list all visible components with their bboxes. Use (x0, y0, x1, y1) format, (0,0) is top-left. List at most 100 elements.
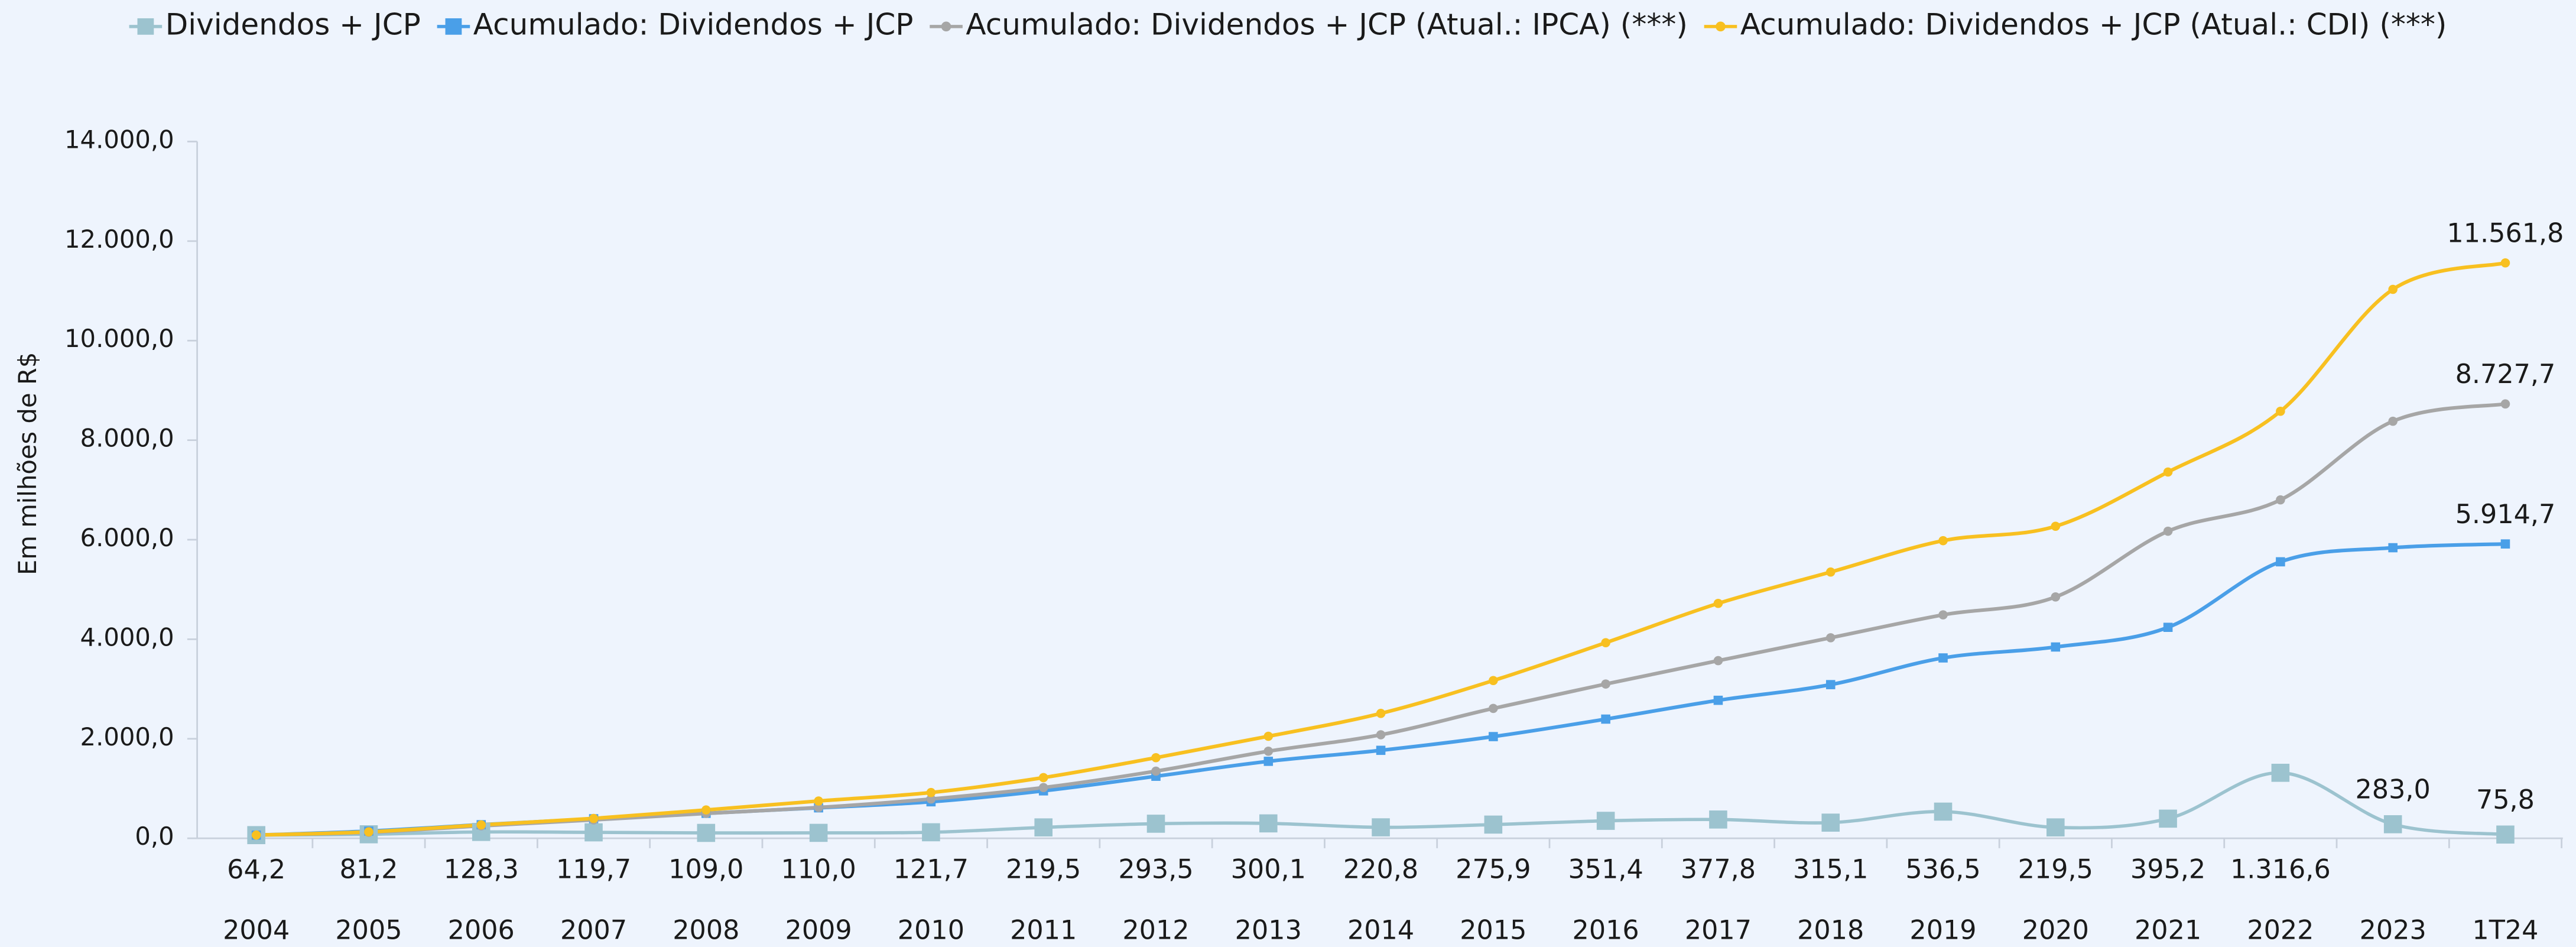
data-point (1713, 598, 1723, 608)
data-label: 395,2 (2130, 855, 2205, 885)
data-point (2276, 406, 2285, 416)
data-point (589, 813, 599, 823)
data-point (2388, 416, 2398, 426)
x-tick-label: 2013 (1235, 916, 1302, 946)
y-tick-label: 2.000,0 (80, 722, 174, 751)
legend-label: Acumulado: Dividendos + JCP (473, 7, 914, 41)
data-point (1938, 610, 1948, 620)
x-tick-label: 2004 (223, 916, 290, 946)
data-label: 121,7 (894, 855, 969, 885)
data-point (2046, 818, 2065, 836)
data-label: 293,5 (1118, 855, 1193, 885)
data-point (476, 820, 486, 830)
data-point (1825, 633, 1836, 643)
data-point (809, 823, 828, 842)
data-label: 283,0 (2356, 775, 2431, 805)
data-point (2500, 258, 2510, 268)
x-tick-label: 1T24 (2472, 916, 2538, 946)
data-label: 109,0 (668, 855, 743, 885)
data-point (1825, 680, 1836, 689)
y-tick-label: 8.000,0 (80, 424, 174, 453)
data-point (1938, 653, 1948, 663)
x-tick-label: 2006 (448, 916, 515, 946)
data-label: 300,1 (1231, 855, 1306, 885)
data-point (2163, 467, 2173, 477)
x-tick-label: 2011 (1010, 916, 1077, 946)
data-point (1376, 709, 1386, 718)
data-point (2163, 622, 2173, 633)
data-point (1151, 753, 1161, 763)
x-tick-label: 2010 (898, 916, 964, 946)
data-point (2383, 815, 2402, 834)
data-label: 219,5 (2018, 855, 2093, 885)
data-point (1601, 638, 1610, 648)
x-tick-label: 2005 (335, 916, 402, 946)
legend-item: Acumulado: Dividendos + JCP (437, 7, 914, 41)
data-point (364, 827, 373, 836)
data-point (1372, 818, 1390, 836)
data-label: 64,2 (227, 855, 285, 885)
data-label: 351,4 (1568, 855, 1643, 885)
data-point (1259, 814, 1278, 833)
data-label: 81,2 (339, 855, 398, 885)
data-point (1376, 745, 1386, 755)
x-tick-label: 2023 (2360, 916, 2426, 946)
data-point (1821, 813, 1840, 832)
x-tick-label: 2012 (1122, 916, 1189, 946)
x-tick-label: 2021 (2135, 916, 2201, 946)
data-label: 8.727,7 (2455, 359, 2556, 390)
data-point (926, 794, 936, 804)
legend-label: Acumulado: Dividendos + JCP (Atual.: IPC… (966, 7, 1687, 41)
x-tick-label: 2022 (2247, 916, 2314, 946)
legend-marker (137, 18, 154, 35)
y-tick-label: 10.000,0 (64, 324, 174, 353)
data-point (2163, 526, 2173, 536)
data-point (2159, 809, 2177, 828)
data-point (1038, 773, 1048, 783)
legend: Dividendos + JCP Acumulado: Dividendos + … (129, 7, 2447, 41)
x-tick-label: 2017 (1685, 916, 1752, 946)
series-line (256, 402, 2506, 837)
data-label: 315,1 (1793, 855, 1868, 885)
y-tick-label: 12.000,0 (64, 225, 174, 254)
x-tick-label: 2014 (1347, 916, 1414, 946)
legend-item: Dividendos + JCP (129, 7, 421, 41)
legend-marker (1716, 21, 1726, 32)
data-point (701, 805, 711, 815)
legend-marker (445, 18, 462, 35)
x-tick-label: 2015 (1460, 916, 1526, 946)
data-point (1713, 656, 1723, 666)
data-label: 377,8 (1681, 855, 1756, 885)
data-label: 1.316,6 (2230, 855, 2331, 885)
legend-item: Acumulado: Dividendos + JCP (Atual.: CDI… (1704, 7, 2447, 41)
data-point (2388, 543, 2398, 553)
data-label: 536,5 (1905, 855, 1980, 885)
data-point (1146, 815, 1165, 833)
data-label: 119,7 (556, 855, 631, 885)
data-label: 219,5 (1006, 855, 1081, 885)
legend-marker (941, 21, 951, 32)
data-point (2388, 284, 2398, 294)
data-point (697, 823, 716, 842)
y-tick-label: 0,0 (135, 822, 174, 851)
legend-label: Acumulado: Dividendos + JCP (Atual.: CDI… (1740, 7, 2447, 41)
y-tick-label: 14.000,0 (64, 125, 174, 154)
data-point (1263, 747, 1274, 756)
data-point (2271, 764, 2290, 782)
data-label: 128,3 (444, 855, 519, 885)
series-line (256, 261, 2506, 837)
data-point (2496, 825, 2515, 844)
x-tick-label: 2009 (785, 916, 852, 946)
data-point (1034, 818, 1053, 836)
data-point (1709, 810, 1727, 829)
data-point (1489, 676, 1498, 686)
data-point (814, 796, 823, 806)
data-point (2051, 642, 2061, 652)
data-point (2051, 521, 2061, 531)
data-label: 75,8 (2476, 785, 2535, 815)
y-axis-label: Em milhões de R$ (13, 352, 42, 575)
data-point (1601, 714, 1610, 724)
legend-label: Dividendos + JCP (165, 7, 421, 41)
